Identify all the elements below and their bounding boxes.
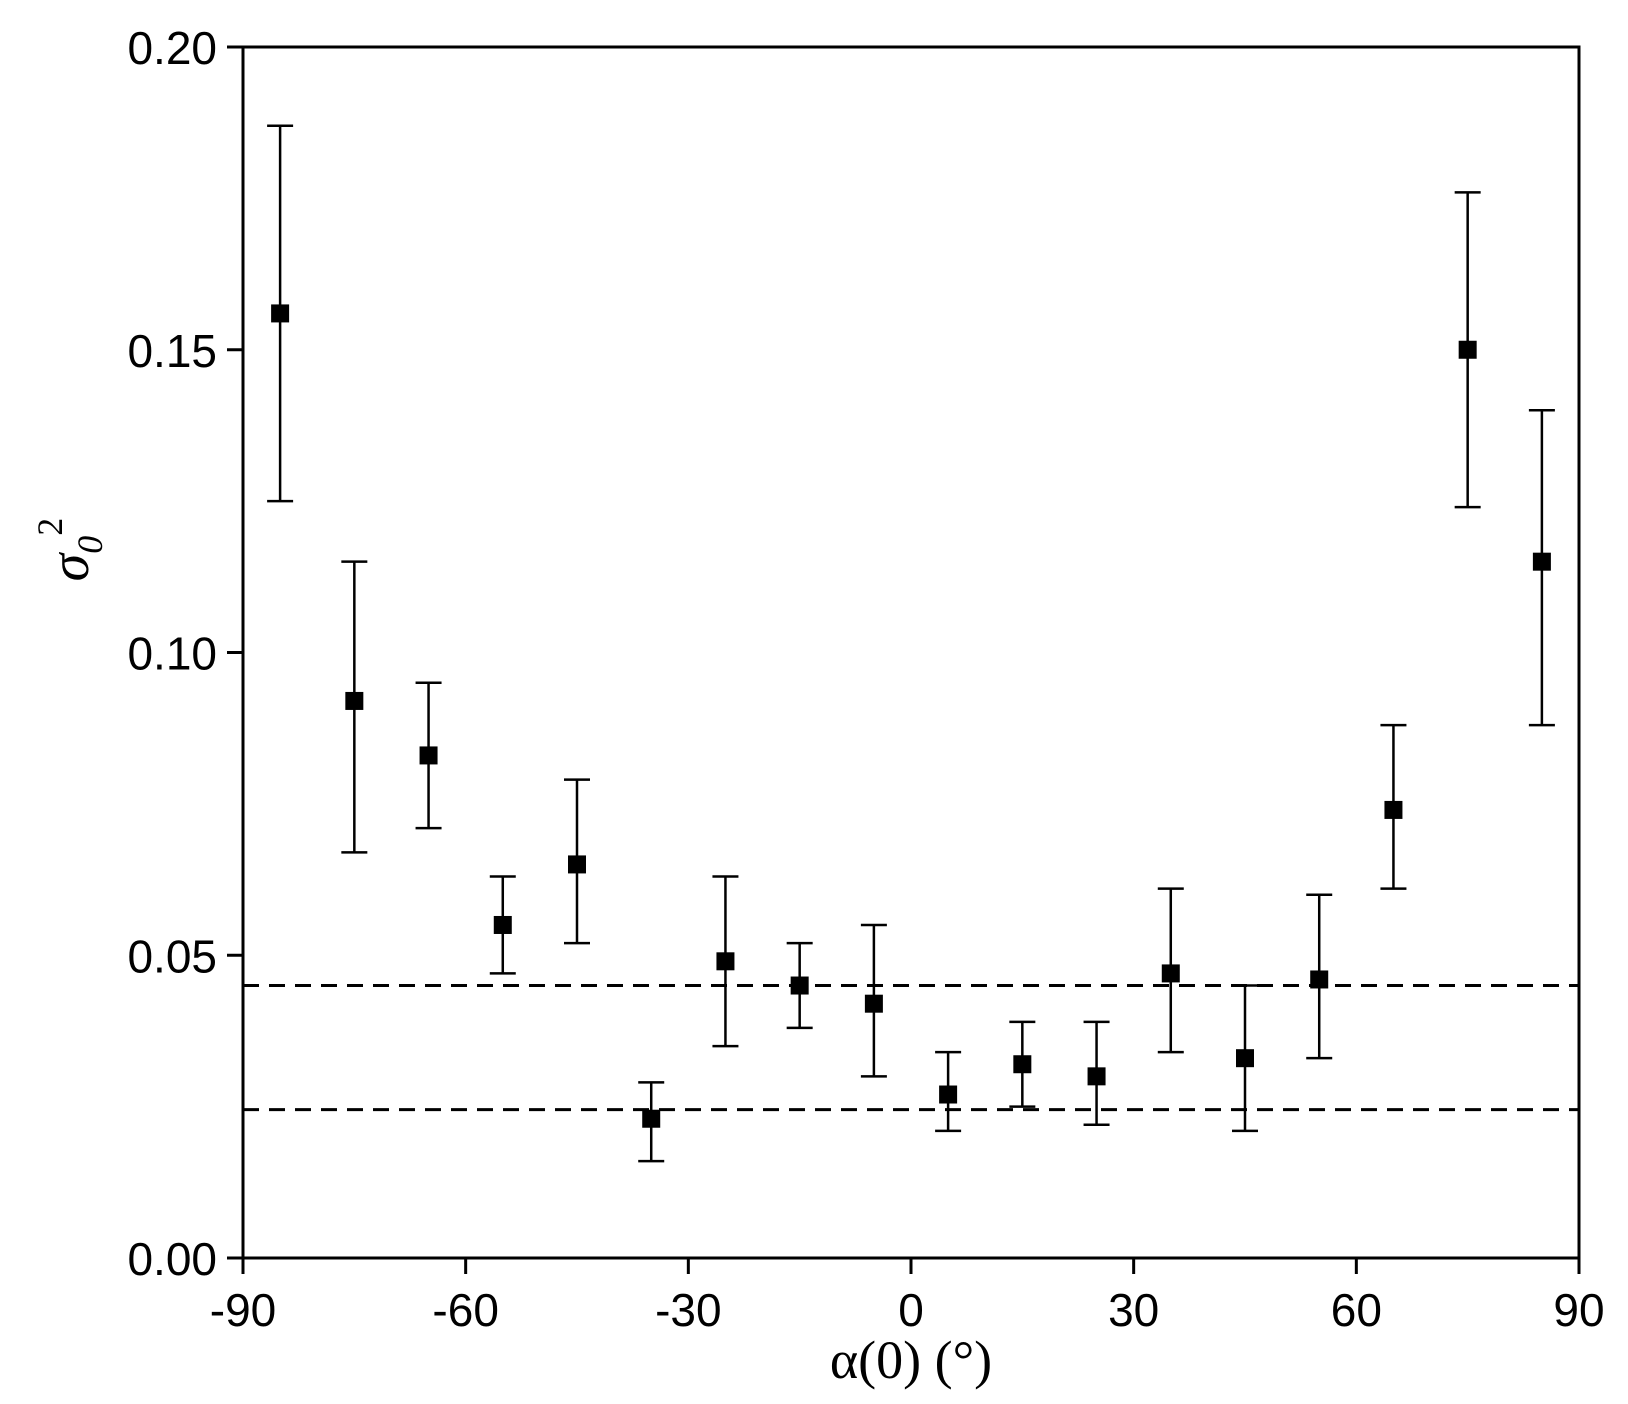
data-point — [493, 915, 512, 934]
data-point — [1310, 970, 1329, 989]
y-axis-title: σ02 — [30, 518, 110, 582]
y-axis-symbol: σ — [39, 551, 101, 581]
y-axis-ticks: 0.00 0.05 0.10 0.15 0.20 — [127, 22, 243, 1285]
x-tick-label: 90 — [1553, 1284, 1604, 1336]
y-axis-subscript: 0 — [70, 536, 110, 554]
x-tick-label: -90 — [210, 1284, 276, 1336]
data-point — [790, 976, 809, 995]
x-tick-label: -30 — [655, 1284, 721, 1336]
x-tick-label: 30 — [1108, 1284, 1159, 1336]
y-axis-superscript: 2 — [30, 518, 70, 536]
x-axis-title: α(0) (°) — [830, 1330, 992, 1390]
data-point — [419, 746, 438, 765]
y-tick-label: 0.15 — [127, 325, 217, 377]
x-tick-label: 0 — [898, 1284, 924, 1336]
data-point — [345, 691, 364, 710]
data-point — [716, 952, 735, 971]
y-tick-label: 0.00 — [127, 1233, 217, 1285]
x-tick-label: -60 — [432, 1284, 498, 1336]
data-point — [939, 1085, 958, 1104]
data-point — [642, 1109, 661, 1128]
data-point — [864, 994, 883, 1013]
data-point — [1013, 1055, 1032, 1074]
data-point — [1532, 552, 1551, 571]
data-point — [1384, 800, 1403, 819]
error-bars — [267, 124, 1555, 1163]
y-tick-label: 0.05 — [127, 930, 217, 982]
data-point — [1236, 1049, 1254, 1068]
y-tick-label: 0.10 — [127, 628, 217, 680]
y-tick-label: 0.20 — [127, 22, 217, 74]
data-markers — [271, 304, 1551, 1128]
data-point — [1087, 1067, 1106, 1086]
data-point — [568, 855, 586, 874]
x-tick-label: 60 — [1331, 1284, 1382, 1336]
reference-lines — [243, 984, 1579, 1112]
x-axis-ticks: -90 -60 -30 0 30 60 90 — [210, 1258, 1605, 1336]
data-point — [1458, 340, 1477, 359]
data-point — [271, 304, 290, 323]
plot-frame — [241, 45, 1581, 1260]
data-point — [1161, 964, 1180, 983]
